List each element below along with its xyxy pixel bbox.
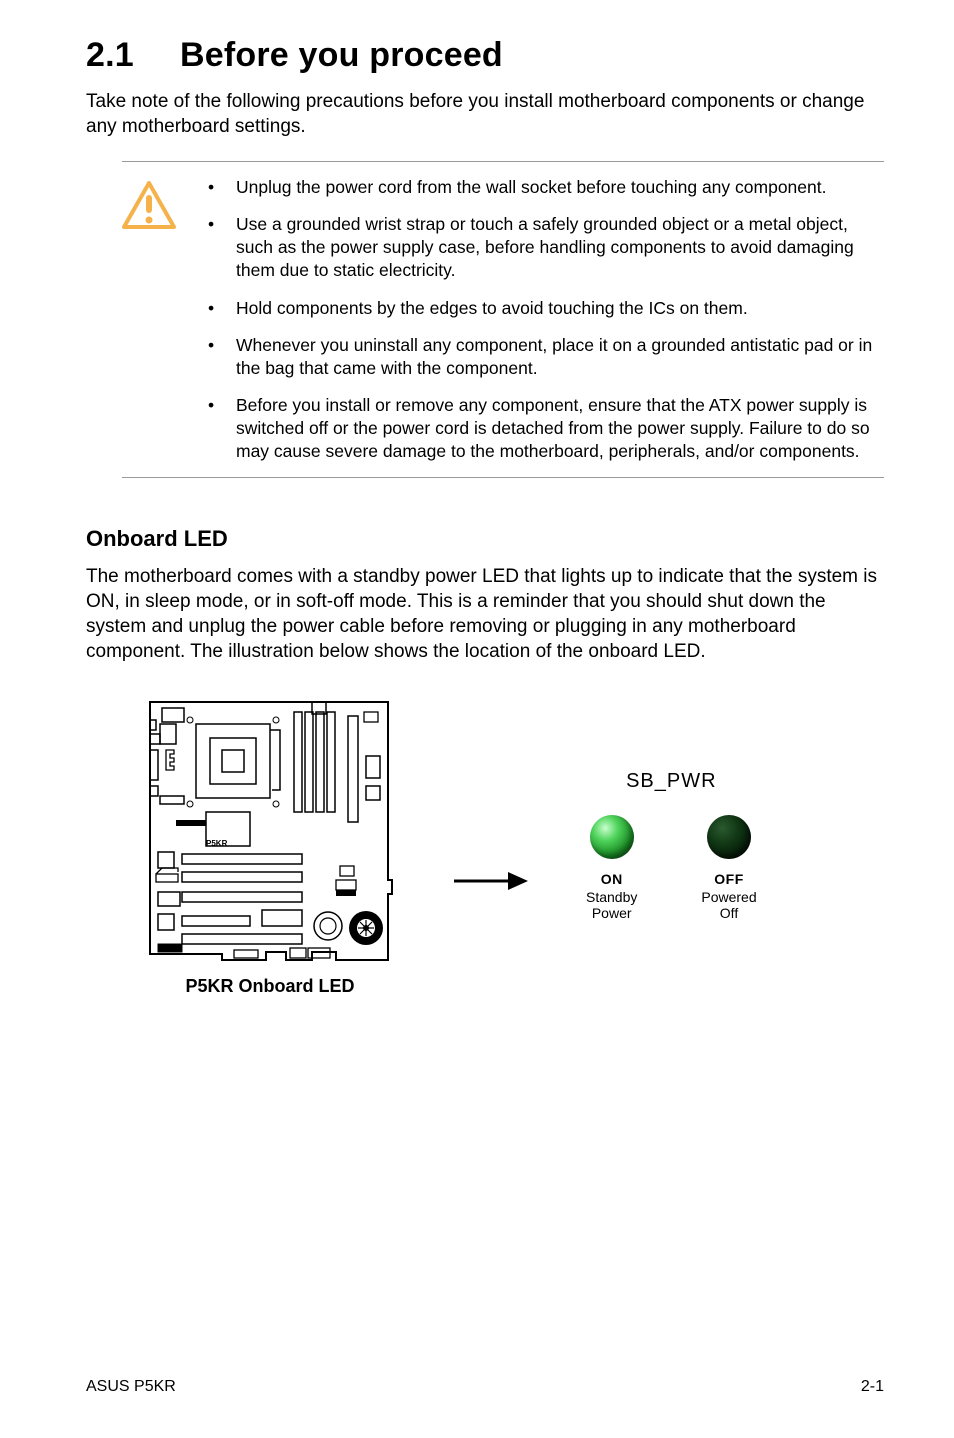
list-item: Use a grounded wrist strap or touch a sa… [208,213,878,282]
list-item: Unplug the power cord from the wall sock… [208,176,878,199]
page-title: 2.1Before you proceed [86,36,884,75]
led-off-sub: Powered Off [701,889,756,921]
led-off-item: OFF Powered Off [701,815,756,921]
figure-caption: P5KR Onboard LED [185,976,354,997]
footer-left: ASUS P5KR [86,1378,176,1396]
led-off-state: OFF [714,871,744,887]
caution-list: Unplug the power cord from the wall sock… [208,176,878,463]
subsection-title: Onboard LED [86,526,884,552]
led-on-item: ON Standby Power [586,815,637,921]
led-on-sub: Standby Power [586,889,637,921]
motherboard-svg: P5KR [144,694,396,968]
section-number: 2.1 [86,36,180,75]
footer-right: 2-1 [861,1378,884,1396]
sbpwr-label: SB_PWR [626,770,716,793]
list-item: Hold components by the edges to avoid to… [208,297,878,320]
subsection-body: The motherboard comes with a standby pow… [86,564,884,664]
motherboard-figure: P5KR [144,694,396,997]
caution-block: Unplug the power cord from the wall sock… [122,161,884,478]
intro-paragraph: Take note of the following precautions b… [86,89,884,139]
led-on-icon [590,815,634,859]
led-off-icon [707,815,751,859]
section-title: Before you proceed [180,36,503,74]
led-on-state: ON [601,871,623,887]
led-row: ON Standby Power OFF Powered Off [586,815,757,921]
arrow-icon [452,868,530,894]
diagram: P5KR [144,694,884,997]
warning-icon [120,180,178,237]
list-item: Before you install or remove any compone… [208,394,878,463]
led-legend: SB_PWR ON Standby Power OFF Powered Off [586,770,757,921]
page-footer: ASUS P5KR 2-1 [86,1378,884,1396]
page: 2.1Before you proceed Take note of the f… [0,0,954,1438]
list-item: Whenever you uninstall any component, pl… [208,334,878,380]
